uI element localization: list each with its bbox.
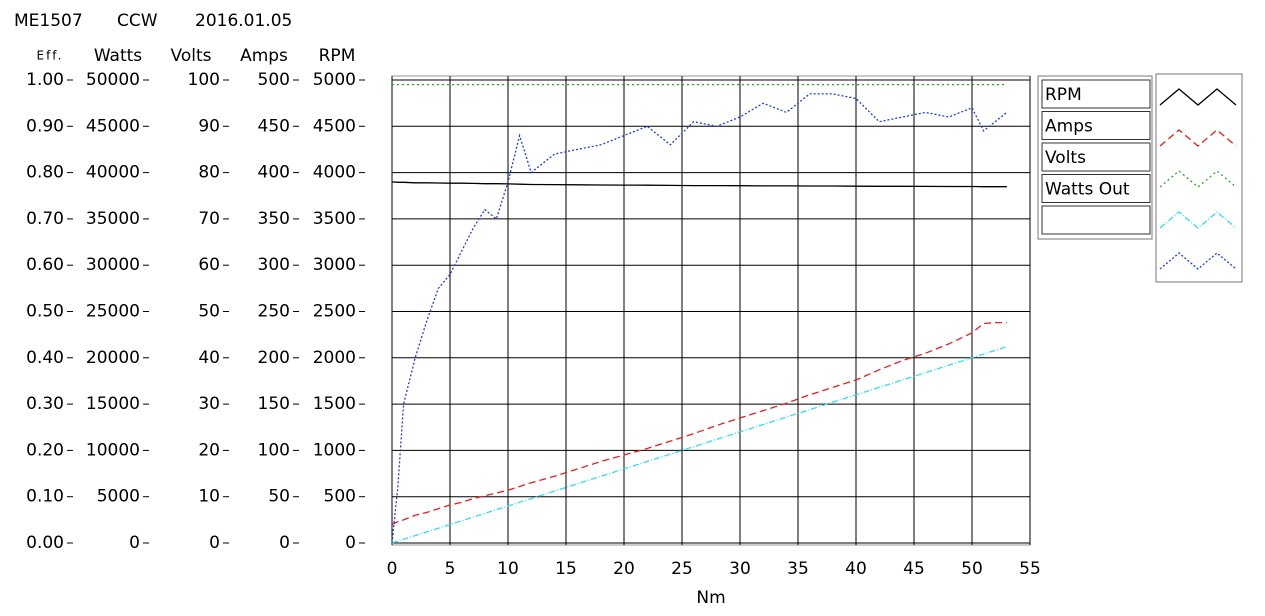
y-tick-label: 0.70 <box>26 209 64 229</box>
legend-row <box>1041 205 1151 235</box>
y-tick-label: 35000 <box>86 209 140 229</box>
y-tick-label: 1.00 <box>26 70 64 90</box>
y-tick-label: 400 <box>258 163 290 183</box>
x-axis-title: Nm <box>696 588 725 608</box>
legend-sample <box>1159 170 1237 188</box>
legend-row <box>1041 174 1151 203</box>
y-tick-label: 0.90 <box>26 116 64 136</box>
y-tick-label: 80 <box>198 163 220 183</box>
y-tick-label: 2500 <box>313 302 356 322</box>
legend-sample <box>1159 88 1237 106</box>
y-tick-label: 15000 <box>86 394 140 414</box>
y-tick-label: 0 <box>129 533 140 553</box>
y-tick-label: 4000 <box>313 163 356 183</box>
legend-label: Watts Out <box>1045 180 1130 200</box>
x-tick-label: 45 <box>903 559 925 579</box>
y-tick-label: 10000 <box>86 440 140 460</box>
y-tick-label: 0.80 <box>26 163 64 183</box>
y-tick-label: 0.20 <box>26 440 64 460</box>
y-tick-label: 1000 <box>313 440 356 460</box>
header-direction: CCW <box>117 11 158 31</box>
x-tick-label: 40 <box>845 559 867 579</box>
axis-title: RPM <box>319 46 356 66</box>
y-tick-label: 50 <box>268 487 290 507</box>
series-line <box>391 181 1007 188</box>
legend-label: Volts <box>1045 148 1086 168</box>
legend-label: RPM <box>1045 85 1082 105</box>
y-tick-label: 25000 <box>86 302 140 322</box>
y-tick-label: 45000 <box>86 116 140 136</box>
y-tick-label: 500 <box>324 487 356 507</box>
y-tick-label: 0.40 <box>26 348 64 368</box>
x-tick-label: 15 <box>555 559 577 579</box>
y-tick-label: 60 <box>198 255 220 275</box>
y-tick-label: 500 <box>258 70 290 90</box>
x-tick-label: 35 <box>787 559 809 579</box>
y-tick-label: 50000 <box>86 70 140 90</box>
legend-sample <box>1159 211 1237 229</box>
y-tick-label: 1500 <box>313 394 356 414</box>
y-tick-label: 100 <box>188 70 220 90</box>
series-line <box>391 321 1007 526</box>
y-tick-label: 10 <box>198 487 220 507</box>
y-tick-label: 450 <box>258 116 290 136</box>
y-tick-label: 3000 <box>313 255 356 275</box>
series-line <box>391 346 1007 544</box>
y-tick-label: 70 <box>198 209 220 229</box>
y-tick-label: 4500 <box>313 116 356 136</box>
legend-samples <box>1155 73 1243 283</box>
y-tick-label: 250 <box>258 302 290 322</box>
y-tick-label: 100 <box>258 440 290 460</box>
y-tick-label: 30 <box>198 394 220 414</box>
axis-title: Volts <box>171 46 212 66</box>
y-tick-label: 0.50 <box>26 302 64 322</box>
y-tick-label: 0 <box>209 533 220 553</box>
legend-sample <box>1159 252 1237 270</box>
header-id: ME1507 <box>14 11 83 31</box>
axis-title: Eff. <box>37 49 64 63</box>
y-tick-label: 5000 <box>97 487 140 507</box>
y-tick-label: 200 <box>258 348 290 368</box>
header-date: 2016.01.05 <box>195 11 292 31</box>
y-tick-label: 0.10 <box>26 487 64 507</box>
y-tick-label: 0.30 <box>26 394 64 414</box>
x-tick-label: 50 <box>961 559 983 579</box>
y-tick-label: 0.60 <box>26 255 64 275</box>
legend-sample <box>1159 129 1237 147</box>
axis-title: Watts <box>94 46 142 66</box>
x-tick-label: 5 <box>445 559 456 579</box>
y-tick-label: 40 <box>198 348 220 368</box>
y-tick-label: 0 <box>279 533 290 553</box>
x-tick-label: 55 <box>1019 559 1041 579</box>
y-tick-label: 5000 <box>313 70 356 90</box>
y-tick-label: 40000 <box>86 163 140 183</box>
x-tick-label: 20 <box>613 559 635 579</box>
y-tick-label: 0 <box>345 533 356 553</box>
y-tick-label: 300 <box>258 255 290 275</box>
legend-label: Amps <box>1045 117 1093 137</box>
x-tick-label: 0 <box>387 559 398 579</box>
y-tick-label: 350 <box>258 209 290 229</box>
y-tick-label: 3500 <box>313 209 356 229</box>
x-tick-label: 25 <box>671 559 693 579</box>
plot-area <box>391 75 1031 546</box>
x-tick-label: 30 <box>729 559 751 579</box>
y-tick-label: 20000 <box>86 348 140 368</box>
legend-row <box>1041 142 1151 172</box>
y-tick-label: 2000 <box>313 348 356 368</box>
y-tick-label: 150 <box>258 394 290 414</box>
y-tick-label: 30000 <box>86 255 140 275</box>
legend-row <box>1041 79 1151 109</box>
x-tick-label: 10 <box>497 559 519 579</box>
y-tick-label: 90 <box>198 116 220 136</box>
y-tick-label: 50 <box>198 302 220 322</box>
legend-row <box>1041 111 1151 140</box>
axis-title: Amps <box>240 46 288 66</box>
y-tick-label: 20 <box>198 440 220 460</box>
y-tick-label: 0.00 <box>26 533 64 553</box>
